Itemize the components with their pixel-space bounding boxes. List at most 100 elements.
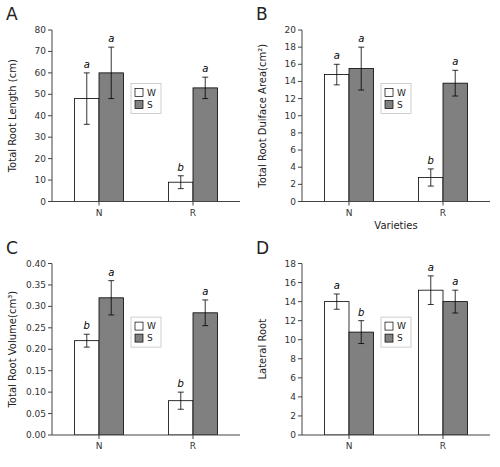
error-stem bbox=[430, 276, 431, 305]
y-tick-label: 20 bbox=[285, 25, 297, 35]
y-tick bbox=[48, 94, 52, 95]
error-stem bbox=[180, 176, 181, 189]
y-tick bbox=[48, 201, 52, 202]
panel: BTotal Root Duiface Area(cm²)02468101214… bbox=[256, 4, 490, 231]
error-cap bbox=[202, 77, 208, 78]
error-bar bbox=[428, 169, 434, 186]
legend-frame bbox=[131, 317, 161, 347]
y-tick-label: 0.10 bbox=[26, 387, 46, 397]
x-tick bbox=[193, 202, 194, 206]
error-bar bbox=[84, 334, 90, 347]
y-tick-label: 0.05 bbox=[26, 409, 46, 419]
bar bbox=[443, 83, 467, 201]
y-tick-label: 16 bbox=[285, 59, 297, 69]
legend-label: S bbox=[397, 100, 403, 110]
error-cap bbox=[178, 175, 184, 176]
error-cap bbox=[452, 290, 458, 291]
significance-letter: a bbox=[202, 63, 208, 74]
y-tick-label: 10 bbox=[285, 111, 297, 121]
y-tick bbox=[48, 349, 52, 350]
error-cap bbox=[334, 309, 340, 310]
y-tick bbox=[298, 358, 302, 359]
y-tick-label: 16 bbox=[285, 278, 297, 288]
legend: WS bbox=[381, 84, 411, 114]
y-tick-label: 50 bbox=[35, 89, 47, 99]
y-tick bbox=[298, 396, 302, 397]
error-cap bbox=[108, 98, 114, 99]
error-cap bbox=[334, 84, 340, 85]
y-tick-label: 0.40 bbox=[26, 259, 46, 269]
y-tick-label: 0 bbox=[290, 430, 296, 440]
x-axis-line bbox=[52, 435, 240, 436]
error-cap bbox=[428, 275, 434, 276]
error-cap bbox=[84, 124, 90, 125]
panel: CTotal Root Volume(cm³)0.000.050.100.150… bbox=[6, 238, 240, 452]
y-tick bbox=[298, 98, 302, 99]
significance-letter: a bbox=[108, 33, 114, 44]
error-cap bbox=[358, 343, 364, 344]
significance-letter: a bbox=[358, 33, 364, 44]
panel-title: D bbox=[256, 238, 269, 258]
y-tick-label: 0.35 bbox=[26, 280, 46, 290]
y-tick bbox=[298, 115, 302, 116]
y-tick bbox=[298, 47, 302, 48]
panel-title: A bbox=[6, 4, 18, 24]
error-bar bbox=[108, 47, 114, 98]
legend-frame bbox=[381, 84, 411, 114]
legend-label: W bbox=[147, 321, 156, 331]
y-axis-line bbox=[52, 30, 53, 202]
y-tick bbox=[298, 167, 302, 168]
error-stem bbox=[336, 294, 337, 309]
error-stem bbox=[455, 70, 456, 96]
error-stem bbox=[111, 47, 112, 98]
error-bar bbox=[202, 77, 208, 98]
significance-letter: a bbox=[428, 262, 434, 273]
y-tick bbox=[298, 30, 302, 31]
y-tick bbox=[298, 64, 302, 65]
y-tick-label: 80 bbox=[35, 25, 47, 35]
x-axis-line bbox=[52, 201, 240, 202]
y-tick bbox=[48, 180, 52, 181]
y-tick bbox=[48, 413, 52, 414]
y-tick-label: 2 bbox=[290, 179, 296, 189]
y-tick-label: 18 bbox=[285, 42, 297, 52]
y-tick bbox=[298, 132, 302, 133]
y-tick-label: 0 bbox=[290, 197, 296, 207]
y-tick bbox=[298, 282, 302, 283]
error-cap bbox=[452, 313, 458, 314]
x-tick bbox=[193, 435, 194, 439]
y-tick-label: 10 bbox=[285, 335, 297, 345]
significance-letter: b bbox=[358, 307, 364, 318]
legend-swatch bbox=[385, 322, 393, 330]
y-tick-label: 0.30 bbox=[26, 301, 46, 311]
y-tick-label: 0 bbox=[40, 197, 46, 207]
significance-letter: b bbox=[428, 155, 434, 166]
y-tick bbox=[48, 435, 52, 436]
y-tick bbox=[48, 115, 52, 116]
y-tick-label: 0.00 bbox=[26, 430, 46, 440]
bar bbox=[193, 88, 217, 202]
y-tick bbox=[48, 306, 52, 307]
y-tick bbox=[298, 377, 302, 378]
legend-label: S bbox=[147, 333, 153, 343]
y-tick bbox=[48, 137, 52, 138]
x-tick-label: N bbox=[346, 441, 353, 451]
y-tick bbox=[48, 263, 52, 264]
panel-title: B bbox=[256, 4, 268, 24]
significance-letter: a bbox=[452, 56, 458, 67]
panel: DLateral Root024681012141618aabaNRWS bbox=[256, 238, 490, 452]
y-axis-label: Lateral Root bbox=[257, 319, 268, 380]
error-cap bbox=[428, 304, 434, 305]
error-bar bbox=[428, 276, 434, 305]
legend-swatch bbox=[385, 89, 393, 97]
x-tick bbox=[349, 435, 350, 439]
y-tick bbox=[48, 51, 52, 52]
legend-label: S bbox=[147, 100, 153, 110]
legend-swatch bbox=[385, 101, 393, 109]
error-cap bbox=[452, 96, 458, 97]
y-tick-label: 20 bbox=[35, 154, 47, 164]
x-axis-label: Varieties bbox=[374, 220, 417, 231]
y-axis-label: Total Root Volume(cm³) bbox=[7, 291, 18, 409]
bar bbox=[443, 302, 467, 435]
legend-swatch bbox=[135, 101, 143, 109]
